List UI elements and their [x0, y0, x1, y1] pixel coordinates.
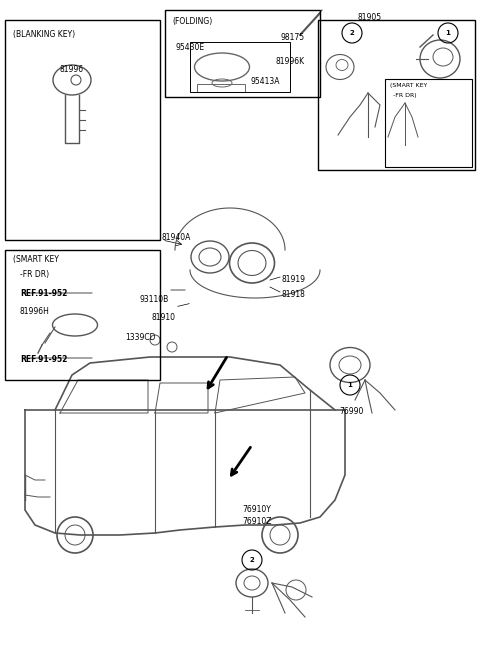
Text: 1339CD: 1339CD [125, 333, 156, 342]
Bar [190, 42, 290, 92]
Text: 2: 2 [349, 30, 354, 36]
Text: (FOLDING): (FOLDING) [172, 17, 212, 26]
Bar [5, 20, 160, 240]
Text: 2: 2 [250, 557, 254, 563]
Text: 76990: 76990 [340, 407, 364, 416]
Bar [197, 84, 245, 92]
Text: 76910Y: 76910Y [242, 505, 271, 514]
Text: 1: 1 [445, 30, 450, 36]
Text: (SMART KEY: (SMART KEY [13, 255, 59, 264]
Text: 81996: 81996 [60, 65, 84, 74]
Text: (BLANKING KEY): (BLANKING KEY) [13, 30, 75, 39]
Text: 81910: 81910 [152, 313, 176, 322]
Bar [318, 20, 475, 170]
Text: 1: 1 [348, 382, 352, 388]
Text: 93110B: 93110B [140, 295, 169, 304]
Text: 95430E: 95430E [175, 43, 204, 52]
Bar [165, 10, 320, 97]
Text: (SMART KEY: (SMART KEY [390, 83, 427, 88]
Text: 81905: 81905 [358, 13, 382, 22]
Text: 81996K: 81996K [276, 57, 305, 66]
Text: REF.91-952: REF.91-952 [20, 289, 67, 298]
Text: 81996H: 81996H [20, 307, 50, 316]
Text: 81918: 81918 [282, 290, 306, 299]
Text: 81919: 81919 [282, 275, 306, 284]
Text: -FR DR): -FR DR) [20, 270, 49, 279]
Bar [5, 250, 160, 380]
Text: 98175: 98175 [281, 33, 305, 42]
Text: 76910Z: 76910Z [242, 517, 272, 526]
Text: 95413A: 95413A [251, 77, 280, 86]
Text: 81940A: 81940A [162, 233, 192, 242]
Text: REF.91-952: REF.91-952 [20, 355, 67, 364]
Bar [385, 79, 472, 167]
Text: -FR DR): -FR DR) [393, 93, 417, 98]
